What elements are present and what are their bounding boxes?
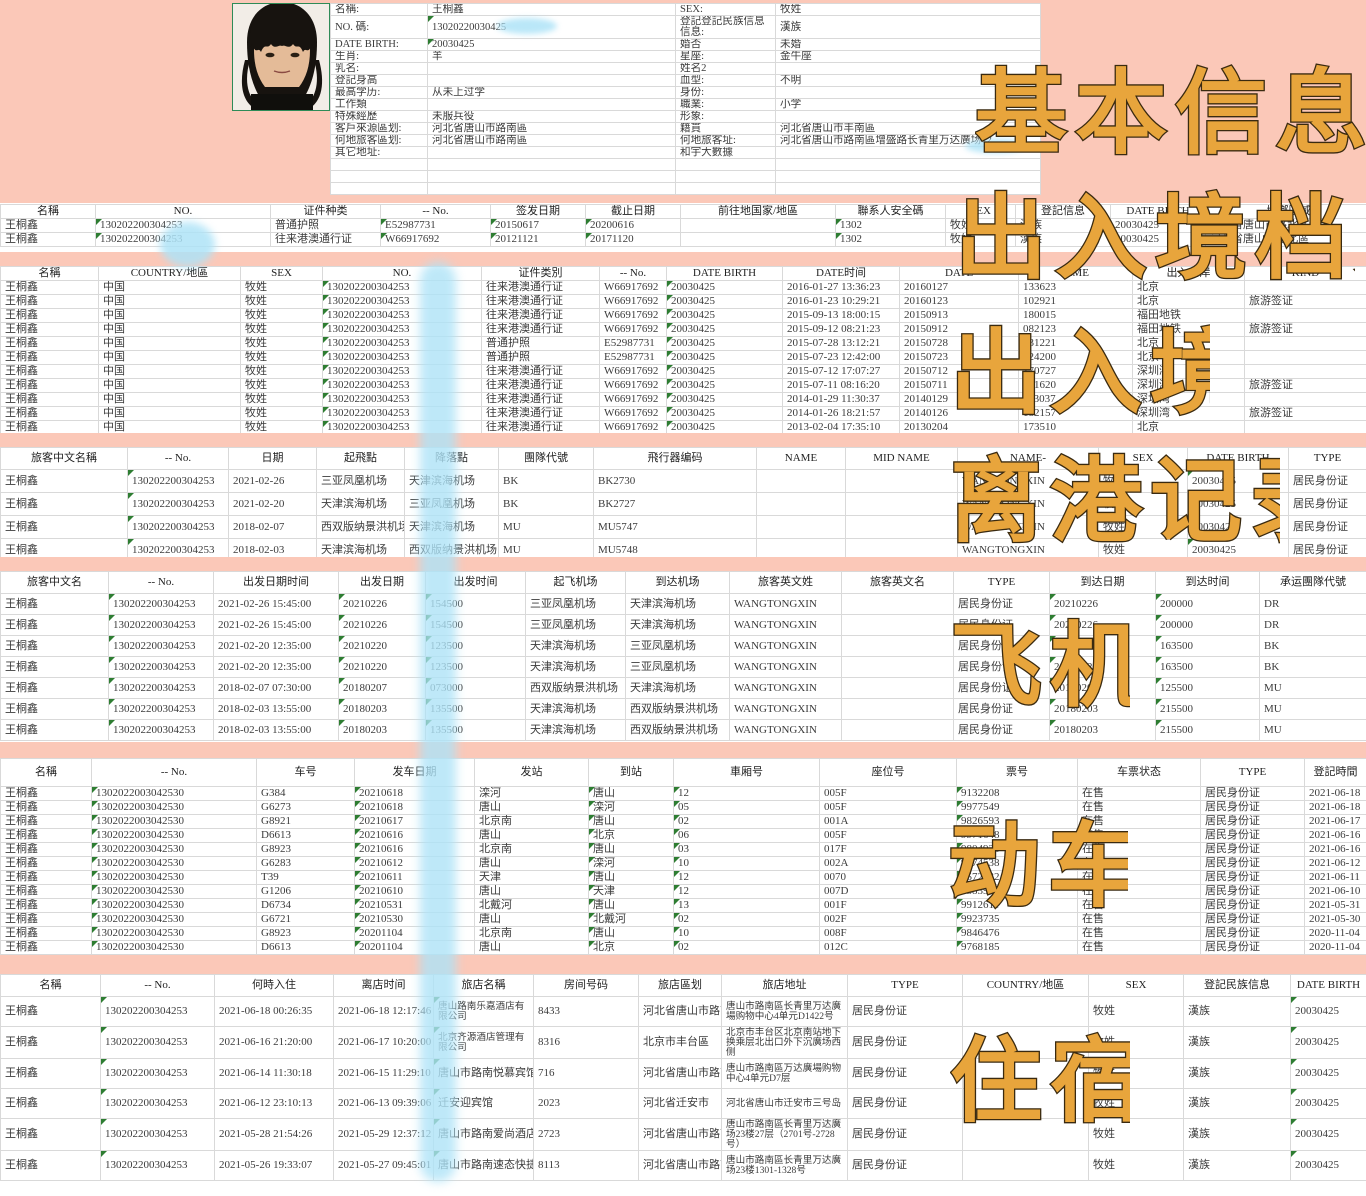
svg-text:基本信息: 基本信息 xyxy=(975,63,1366,165)
svg-text:出入境档案: 出入境档案 xyxy=(955,188,1355,290)
svg-text:飞机: 飞机 xyxy=(950,616,1130,718)
svg-text:动车: 动车 xyxy=(948,816,1128,918)
svg-text:离港记录: 离港记录 xyxy=(950,451,1280,553)
svg-text:出入境: 出入境 xyxy=(950,323,1210,425)
svg-text:住宿: 住宿 xyxy=(950,1031,1130,1133)
